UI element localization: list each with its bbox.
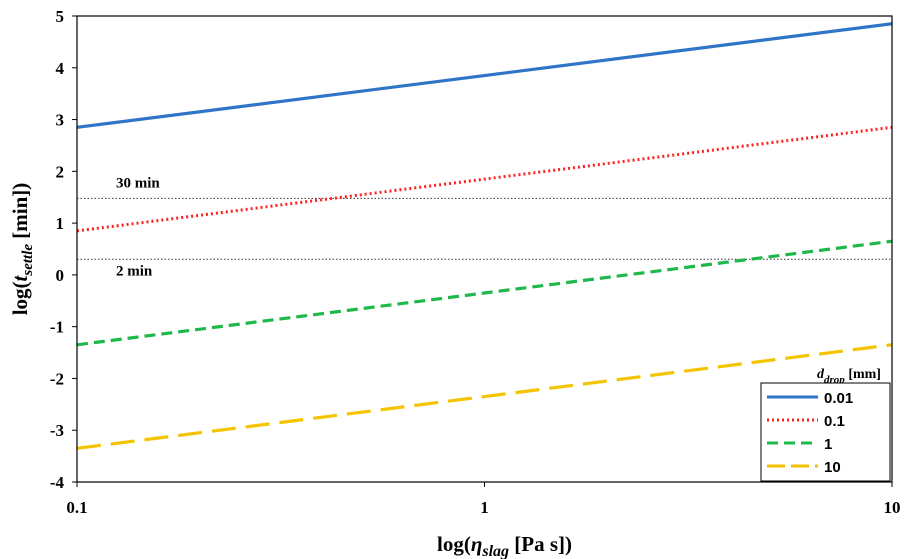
legend-label-1: 1: [824, 436, 832, 453]
x-tick-label: 0.1: [66, 498, 87, 517]
legend-label-0.01: 0.01: [824, 390, 853, 407]
y-tick-label: 0: [56, 266, 65, 285]
series-line-0.1: [76, 125, 893, 233]
y-tick-label: -1: [50, 318, 64, 337]
series-layer: [76, 22, 893, 450]
y-tick-label: 4: [56, 59, 65, 78]
y-tick-label: -2: [50, 369, 64, 388]
reference-line-label: 2 min: [116, 263, 153, 279]
reference-lines-layer: 30 min 2 min: [77, 175, 892, 279]
x-tick-label: 1: [480, 498, 489, 517]
y-tick-label: 2: [56, 162, 65, 181]
reference-line-label: 30 min: [116, 175, 160, 191]
series-line-0.01: [76, 22, 893, 129]
y-tick-label: 5: [56, 7, 65, 26]
y-tick-label: 3: [56, 111, 65, 130]
legend-label-10: 10: [824, 459, 841, 476]
series-line-10: [76, 343, 893, 450]
axis-ticks-layer: -4 -3 -2 -1 0 1 2 3 4 5 0.1 1 10: [50, 7, 901, 517]
legend-label-0.1: 0.1: [824, 413, 845, 430]
y-tick-label: 1: [56, 214, 65, 233]
y-axis-title: log(tsettle [min]): [8, 183, 36, 316]
y-tick-label: -3: [50, 421, 64, 440]
x-axis-title: log(ηslag [Pa s]): [437, 532, 572, 559]
x-tick-label: 10: [884, 498, 901, 517]
series-line-1: [76, 239, 893, 347]
y-tick-label: -4: [50, 473, 65, 492]
